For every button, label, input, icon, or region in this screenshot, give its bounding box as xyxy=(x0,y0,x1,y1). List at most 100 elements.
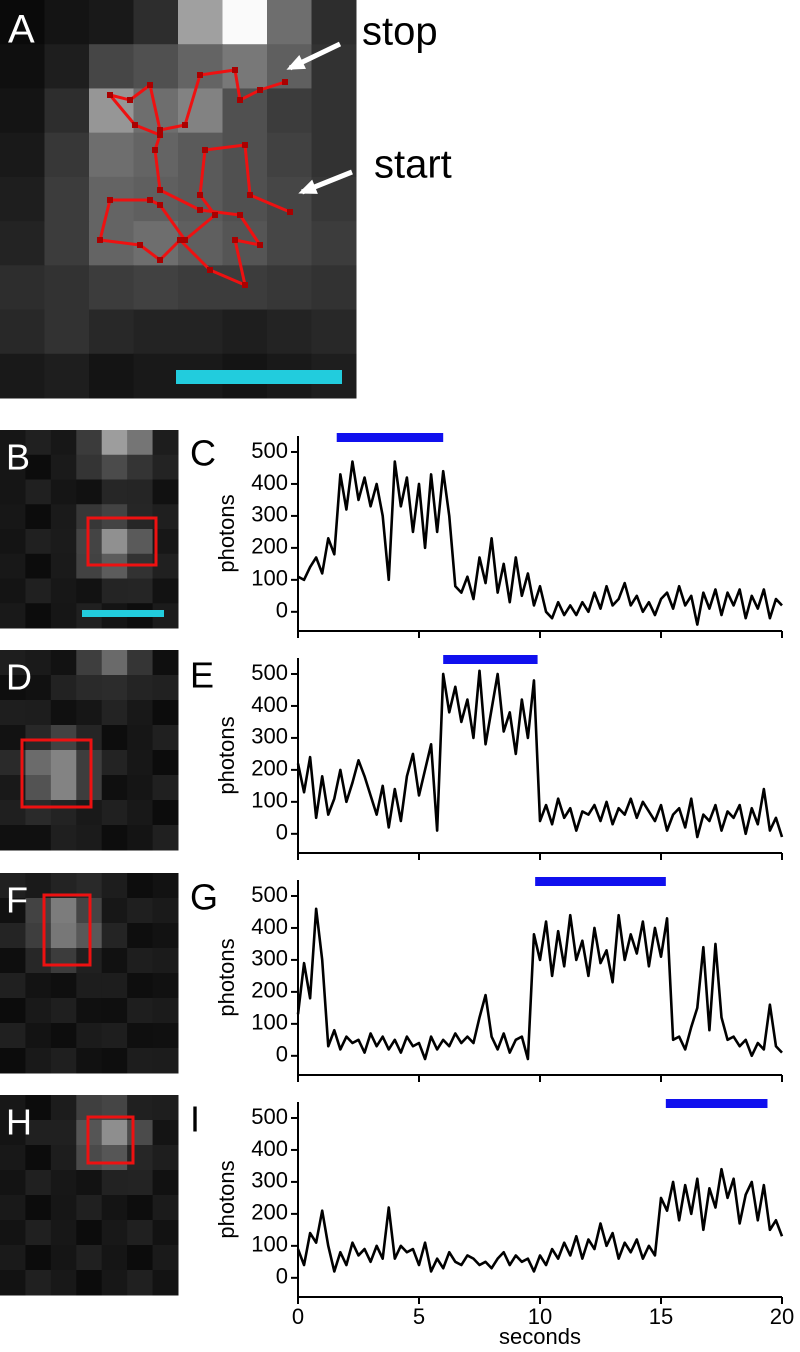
trajectory-point xyxy=(157,202,163,208)
pixel xyxy=(127,1195,154,1221)
pixel xyxy=(50,700,77,726)
y-tick-label: 100 xyxy=(251,1010,288,1035)
pixel xyxy=(0,650,26,676)
y-tick-label: 200 xyxy=(251,978,288,1003)
pixel xyxy=(76,430,103,456)
pixel xyxy=(267,88,312,134)
pixel xyxy=(25,650,52,676)
pixel xyxy=(178,44,223,89)
pixel xyxy=(152,1095,179,1121)
pixel xyxy=(101,873,128,899)
pixel xyxy=(152,1245,179,1271)
pixel xyxy=(25,1120,52,1146)
pixel xyxy=(0,176,45,222)
pixel xyxy=(0,504,26,530)
panel-label: E xyxy=(190,655,214,696)
pixel xyxy=(127,1245,154,1271)
pixel xyxy=(311,132,357,178)
pixel xyxy=(25,1220,52,1246)
pixel xyxy=(101,1048,128,1074)
pixel xyxy=(0,221,45,266)
pixel xyxy=(101,1195,128,1221)
trajectory-point xyxy=(107,92,113,98)
pixel xyxy=(311,265,357,311)
pixel xyxy=(152,775,179,801)
pixel xyxy=(0,923,26,949)
pixel xyxy=(0,998,26,1024)
pixel xyxy=(76,578,103,604)
trajectory-point xyxy=(177,237,183,243)
pixel xyxy=(311,309,357,355)
pixel xyxy=(0,578,26,604)
pixel xyxy=(311,221,357,266)
pixel xyxy=(101,998,128,1024)
pixel xyxy=(0,44,45,89)
trajectory-point xyxy=(242,142,248,148)
trajectory-point xyxy=(247,192,253,198)
pixel xyxy=(50,578,77,604)
pixel xyxy=(101,578,128,604)
pixel xyxy=(101,1270,128,1296)
trajectory-point xyxy=(107,197,113,203)
trajectory-point xyxy=(132,122,138,128)
trajectory-point xyxy=(157,132,163,138)
trajectory-point xyxy=(182,122,188,128)
pixel xyxy=(152,998,179,1024)
trajectory-point xyxy=(157,127,163,133)
pixel xyxy=(25,1170,52,1196)
y-tick-label: 500 xyxy=(251,882,288,907)
pixel xyxy=(152,430,179,456)
trajectory-point xyxy=(257,242,263,248)
pixel xyxy=(50,898,77,924)
trajectory-point xyxy=(147,82,153,88)
pixel xyxy=(152,454,179,480)
trajectory-point xyxy=(237,97,243,103)
pixel xyxy=(0,1220,26,1246)
pixel xyxy=(152,650,179,676)
trajectory-point xyxy=(212,212,218,218)
pixel xyxy=(101,479,128,505)
pixel xyxy=(0,948,26,974)
y-axis-label: photons xyxy=(214,494,239,572)
y-tick-label: 300 xyxy=(251,946,288,971)
pixel xyxy=(133,265,179,311)
roi-box xyxy=(86,516,158,567)
y-tick-label: 100 xyxy=(251,1232,288,1257)
pixel xyxy=(76,1048,103,1074)
pixel xyxy=(127,430,154,456)
trajectory-point xyxy=(197,207,203,213)
pixel xyxy=(50,1245,77,1271)
pixel xyxy=(44,0,90,45)
pixel xyxy=(50,504,77,530)
pixel xyxy=(152,675,179,701)
trajectory-point xyxy=(137,242,143,248)
pixel xyxy=(25,1095,52,1121)
pixel xyxy=(76,1270,103,1296)
pixel xyxy=(76,454,103,480)
pixel xyxy=(127,1170,154,1196)
x-tick-label: 10 xyxy=(528,1304,552,1329)
pixel xyxy=(133,309,179,355)
y-tick-label: 400 xyxy=(251,692,288,717)
pixel xyxy=(89,0,134,45)
pixel xyxy=(101,725,128,751)
arrow-head xyxy=(298,179,318,194)
pixel xyxy=(311,88,357,134)
pixel xyxy=(44,265,90,311)
y-tick-label: 400 xyxy=(251,1136,288,1161)
pixel xyxy=(0,825,26,851)
pixel xyxy=(50,1048,77,1074)
pixel xyxy=(25,1245,52,1271)
pixel xyxy=(152,750,179,776)
trajectory-point xyxy=(257,87,263,93)
panel-label: I xyxy=(190,1099,200,1140)
pixel xyxy=(44,132,90,178)
pixel xyxy=(127,1145,154,1171)
pixel xyxy=(101,750,128,776)
pixel xyxy=(25,725,52,751)
pixel xyxy=(152,700,179,726)
x-axis-label: seconds xyxy=(499,1324,581,1349)
panel-label: H xyxy=(6,1102,32,1143)
pixel xyxy=(101,1120,128,1146)
pixel xyxy=(101,973,128,999)
